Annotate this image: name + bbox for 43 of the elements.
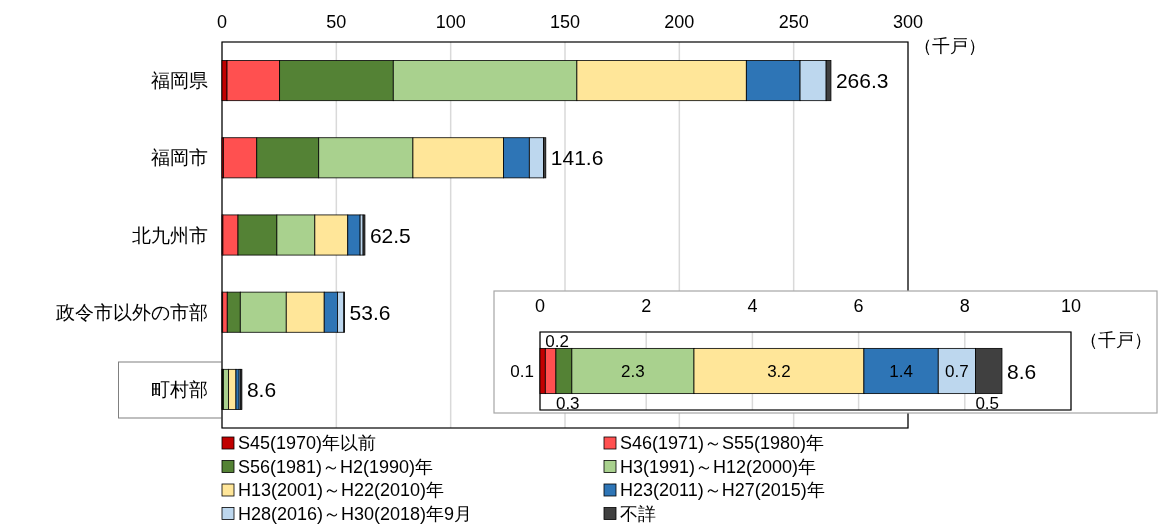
legend-item: S45(1970)年以前 bbox=[221, 433, 377, 453]
x-tick-label: 2 bbox=[641, 296, 652, 316]
legend-item: 不詳 bbox=[603, 503, 656, 524]
text: （千戸） bbox=[914, 36, 986, 56]
x-tick-label: 0 bbox=[216, 12, 228, 32]
x-tick-label: 4 bbox=[747, 296, 758, 316]
y-tick-label: 政令市以外の市部 bbox=[56, 301, 208, 323]
x-tick-label: 10 bbox=[1060, 296, 1082, 316]
legend-item: S46(1971)～S55(1980)年 bbox=[603, 433, 825, 453]
total-label: 53.6 bbox=[349, 300, 391, 324]
data-label: 0.7 bbox=[945, 361, 969, 381]
total-label: 8.6 bbox=[1006, 359, 1037, 383]
legend-item: H3(1991)～H12(2000)年 bbox=[603, 456, 817, 477]
data-label: 0.5 bbox=[975, 393, 1000, 413]
total-label: 8.6 bbox=[246, 377, 277, 401]
x-tick-label: 150 bbox=[549, 12, 581, 32]
x-tick-label: 250 bbox=[778, 12, 809, 32]
x-tick-label: 0 bbox=[534, 296, 546, 316]
total-label: 62.5 bbox=[369, 223, 411, 247]
legend-item: H13(2001)～H22(2010)年 bbox=[221, 480, 445, 500]
x-tick-label: 6 bbox=[853, 296, 864, 316]
data-label: 2.3 bbox=[621, 361, 645, 381]
y-tick-label: 町村部 bbox=[151, 378, 208, 400]
x-tick-label: 100 bbox=[435, 12, 466, 32]
x-tick-label: 8 bbox=[959, 296, 970, 316]
x-tick-label: 50 bbox=[326, 12, 347, 32]
data-label: 0.1 bbox=[510, 361, 534, 381]
y-tick-label: 福岡市 bbox=[151, 147, 208, 169]
legend-item: H28(2016)～H30(2018)年9月 bbox=[221, 503, 473, 524]
x-tick-label: 200 bbox=[664, 12, 695, 32]
total-label: 266.3 bbox=[835, 69, 889, 93]
text: （千戸） bbox=[1080, 330, 1152, 350]
total-label: 141.6 bbox=[550, 146, 604, 170]
x-tick-label: 300 bbox=[892, 12, 924, 32]
data-label: 0.2 bbox=[545, 331, 569, 351]
legend-label: 不詳 bbox=[620, 503, 656, 524]
legend-item: S56(1981)～H2(1990)年 bbox=[221, 456, 434, 477]
legend-item: H23(2011)～H27(2015)年 bbox=[603, 480, 825, 500]
data-label: 1.4 bbox=[889, 361, 913, 381]
data-label: 3.2 bbox=[767, 361, 791, 381]
y-tick-label: 北九州市 bbox=[132, 224, 208, 246]
data-label: 0.3 bbox=[555, 393, 580, 413]
y-tick-label: 福岡県 bbox=[151, 70, 208, 92]
